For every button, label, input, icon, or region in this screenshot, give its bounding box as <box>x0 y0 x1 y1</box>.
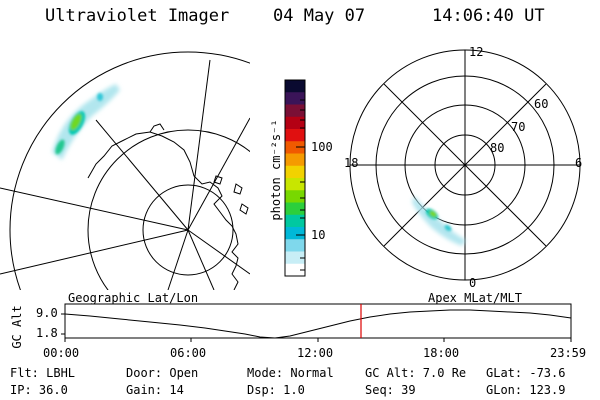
mlt-label-0: 0 <box>469 276 477 290</box>
coastline <box>87 131 239 290</box>
geo-lat-circle-mid <box>87 129 250 290</box>
geo-lat-circle-outer <box>9 51 250 290</box>
geo-lat-circle-inner <box>142 184 234 276</box>
geo-meridian-5 <box>187 117 250 231</box>
geo-meridian-2 <box>95 119 189 231</box>
mlt-diagonal-2 <box>383 83 547 247</box>
mlt-label-18: 18 <box>344 156 359 170</box>
altitude-ytick-9: 9.0 <box>36 306 58 320</box>
colorbar-cell <box>285 190 305 204</box>
observation-time: 14:06:40 UT <box>432 6 545 26</box>
ip-status: IP: 36.0 <box>10 383 68 397</box>
gc-alt-status: GC Alt: 7.0 Re <box>365 366 467 380</box>
coastline-bay <box>149 123 165 133</box>
colorbar <box>284 79 306 277</box>
colorbar-cell <box>285 165 305 179</box>
dsp-status: Dsp: 1.0 <box>247 383 305 397</box>
coastline-island-3 <box>213 175 223 185</box>
geographic-panel-label: Geographic Lat/Lon <box>68 291 199 305</box>
geo-meridian-3 <box>187 59 211 231</box>
geo-meridian-4 <box>0 229 189 275</box>
observation-date: 04 May 07 <box>273 6 366 26</box>
coastline-island-1 <box>233 183 243 195</box>
mlt-label-6: 6 <box>575 156 583 170</box>
altitude-curve <box>64 309 572 339</box>
glat-status: GLat: -73.6 <box>486 366 566 380</box>
polar-aurora <box>412 196 466 246</box>
colorbar-tick-100: 100 <box>311 140 333 154</box>
colorbar-cell <box>285 239 305 253</box>
geographic-map <box>0 51 250 290</box>
altitude-xtick-1800: 18:00 <box>423 346 460 360</box>
colorbar-cell <box>285 178 305 191</box>
altitude-xtick-2359: 23:59 <box>550 346 587 360</box>
colorbar-cell <box>285 202 305 216</box>
colorbar-unit-label: photon cm⁻²s⁻¹ <box>269 119 283 221</box>
altitude-plot <box>61 303 572 342</box>
altitude-ylabel: GC Alt <box>10 305 24 349</box>
colorbar-cell <box>285 80 305 93</box>
colorbar-cell <box>285 104 305 118</box>
gain-status: Gain: 14 <box>126 383 184 397</box>
colorbar-cell <box>285 153 305 167</box>
geo-meridian-7 <box>187 229 215 290</box>
door-status: Door: Open <box>126 366 199 380</box>
polar-panel-label: Apex MLat/MLT <box>428 291 522 305</box>
geo-aurora <box>52 84 120 160</box>
filter-status: Flt: LBHL <box>10 366 76 380</box>
colorbar-cell <box>285 227 305 240</box>
mlt-label-12: 12 <box>469 45 484 59</box>
geo-meridian-8 <box>187 229 250 275</box>
geo-meridian-6 <box>167 229 189 290</box>
colorbar-cell <box>285 263 305 277</box>
colorbar-tick-10: 10 <box>311 228 326 242</box>
mlat-label-70: 70 <box>511 120 526 134</box>
instrument-title: Ultraviolet Imager <box>45 6 230 26</box>
mode-status: Mode: Normal <box>247 366 334 380</box>
altitude-x-ticks <box>64 338 572 342</box>
altitude-xtick-0600: 06:00 <box>170 346 207 360</box>
colorbar-cell <box>285 92 305 106</box>
altitude-xtick-0000: 00:00 <box>43 346 80 360</box>
colorbar-cell <box>285 129 305 142</box>
colorbar-cell <box>285 214 305 228</box>
mlat-label-60: 60 <box>534 97 549 111</box>
colorbar-cell <box>285 251 305 265</box>
polar-plot <box>349 49 581 281</box>
altitude-ytick-1-8: 1.8 <box>36 326 58 340</box>
colorbar-ticks <box>296 99 305 271</box>
glon-status: GLon: 123.9 <box>486 383 566 397</box>
altitude-xtick-1200: 12:00 <box>297 346 334 360</box>
seq-status: Seq: 39 <box>365 383 416 397</box>
geo-meridian-1 <box>0 187 189 231</box>
colorbar-cell <box>285 141 305 155</box>
mlat-label-80: 80 <box>490 141 505 155</box>
coastline-island-2 <box>239 203 249 215</box>
colorbar-frame <box>284 79 306 277</box>
altitude-y-ticks <box>61 313 65 335</box>
